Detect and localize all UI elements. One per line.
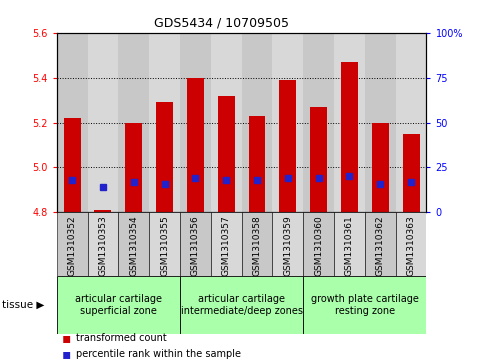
Bar xyxy=(403,134,420,212)
Bar xyxy=(118,33,149,212)
Bar xyxy=(211,212,242,276)
Bar xyxy=(365,33,395,212)
Text: percentile rank within the sample: percentile rank within the sample xyxy=(76,349,242,359)
Text: transformed count: transformed count xyxy=(76,333,167,343)
Bar xyxy=(303,212,334,276)
Text: GSM1310359: GSM1310359 xyxy=(283,216,292,276)
Bar xyxy=(156,102,173,212)
Bar xyxy=(334,212,365,276)
Bar xyxy=(118,212,149,276)
Text: tissue ▶: tissue ▶ xyxy=(2,300,45,310)
Bar xyxy=(280,80,296,212)
Text: GSM1310360: GSM1310360 xyxy=(314,216,323,276)
Bar xyxy=(211,33,242,212)
Bar xyxy=(180,212,211,276)
Text: GSM1310362: GSM1310362 xyxy=(376,216,385,276)
Bar xyxy=(248,116,265,212)
Bar xyxy=(125,122,142,212)
Bar xyxy=(395,33,426,212)
Bar xyxy=(187,78,204,212)
Text: GSM1310361: GSM1310361 xyxy=(345,216,354,276)
Text: GSM1310355: GSM1310355 xyxy=(160,216,169,276)
Bar xyxy=(95,210,111,212)
Text: GDS5434 / 10709505: GDS5434 / 10709505 xyxy=(154,16,289,29)
Bar xyxy=(149,33,180,212)
Bar xyxy=(218,95,235,212)
Bar xyxy=(341,62,358,212)
Bar xyxy=(303,276,426,334)
Bar xyxy=(310,107,327,212)
Text: GSM1310353: GSM1310353 xyxy=(99,216,107,276)
Bar xyxy=(57,33,88,212)
Text: articular cartilage
superficial zone: articular cartilage superficial zone xyxy=(75,294,162,316)
Bar xyxy=(242,33,272,212)
Bar xyxy=(180,276,303,334)
Text: articular cartilage
intermediate/deep zones: articular cartilage intermediate/deep zo… xyxy=(180,294,303,316)
Bar xyxy=(180,33,211,212)
Bar xyxy=(272,212,303,276)
Bar xyxy=(334,33,365,212)
Text: ▪: ▪ xyxy=(62,331,71,344)
Text: GSM1310356: GSM1310356 xyxy=(191,216,200,276)
Text: GSM1310358: GSM1310358 xyxy=(252,216,261,276)
Bar xyxy=(372,122,388,212)
Bar xyxy=(303,33,334,212)
Text: GSM1310357: GSM1310357 xyxy=(222,216,231,276)
Text: GSM1310354: GSM1310354 xyxy=(129,216,138,276)
Bar xyxy=(149,212,180,276)
Bar xyxy=(88,33,118,212)
Text: ▪: ▪ xyxy=(62,347,71,361)
Bar xyxy=(365,212,395,276)
Text: GSM1310352: GSM1310352 xyxy=(68,216,76,276)
Bar xyxy=(88,212,118,276)
Bar xyxy=(395,212,426,276)
Text: GSM1310363: GSM1310363 xyxy=(407,216,416,276)
Bar xyxy=(242,212,272,276)
Bar xyxy=(57,212,88,276)
Text: growth plate cartilage
resting zone: growth plate cartilage resting zone xyxy=(311,294,419,316)
Bar xyxy=(64,118,80,212)
Bar xyxy=(272,33,303,212)
Bar xyxy=(57,276,180,334)
